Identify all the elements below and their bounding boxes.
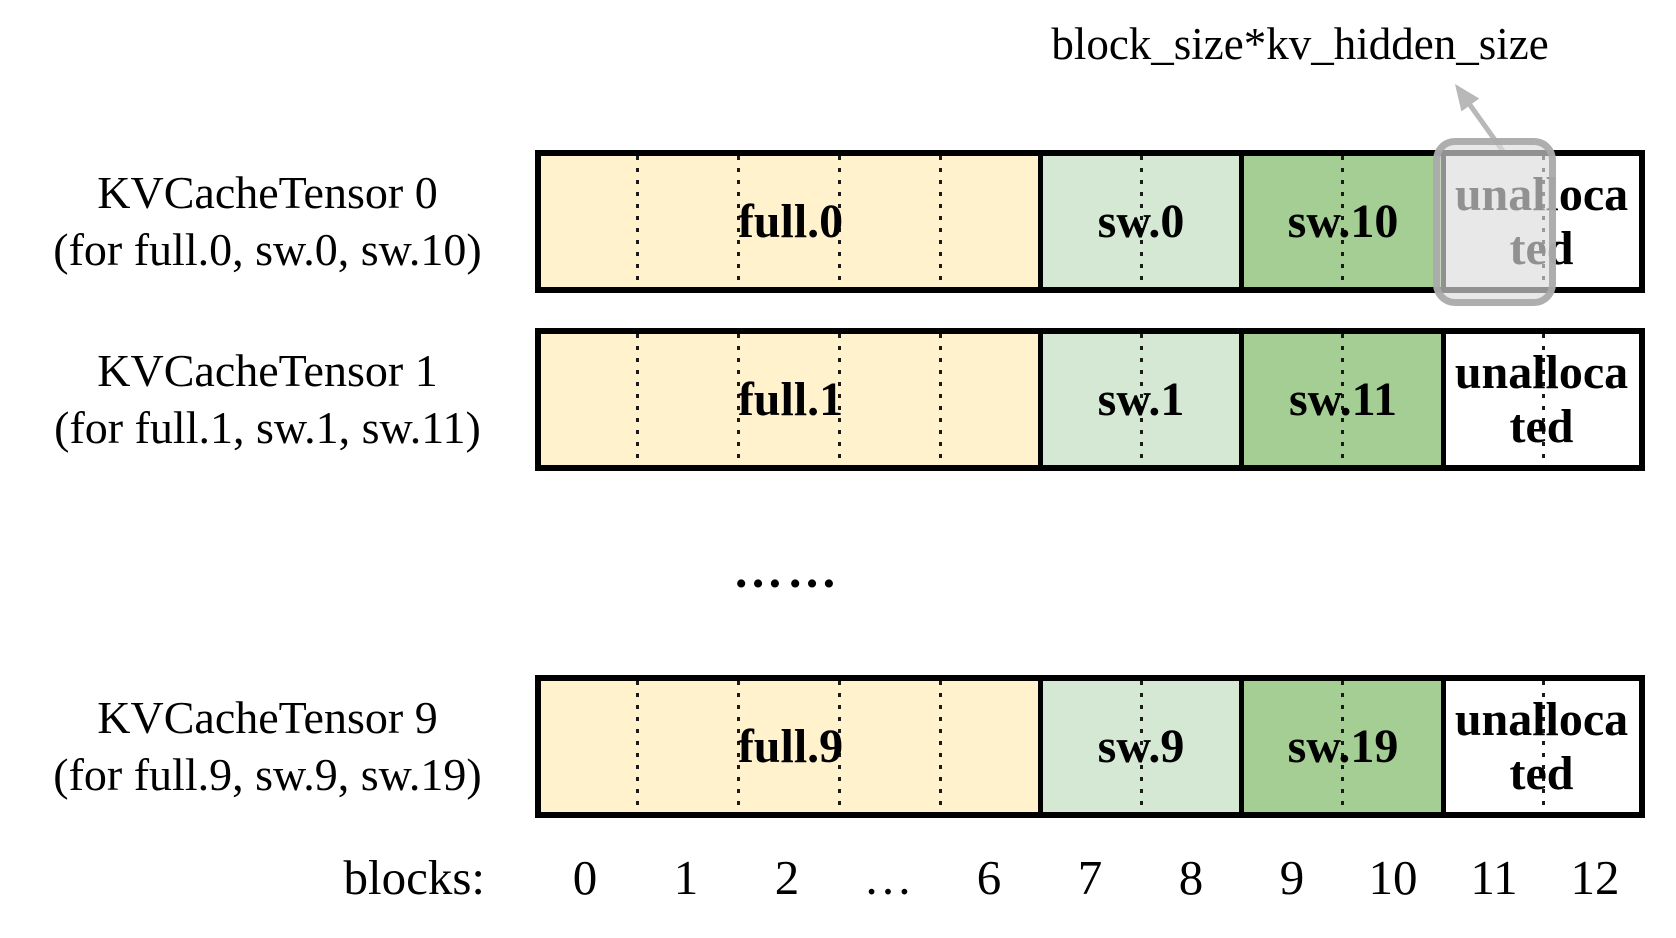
block-tick-11: 11	[1470, 850, 1518, 905]
tensor-9-unallocated-label: unallocated	[1454, 692, 1629, 800]
block-divider-dotted	[939, 156, 942, 287]
tensor-9-sw-second-label: sw.19	[1287, 720, 1399, 773]
block-tick-0: 0	[572, 850, 598, 905]
tensor-1-subtitle: (for full.1, sw.1, sw.11)	[54, 402, 481, 453]
block-size-annotation: block_size*kv_hidden_size	[1051, 19, 1549, 69]
block-divider-dotted	[1140, 156, 1143, 287]
rows-ellipsis: ……	[733, 542, 841, 598]
tensor-9-subtitle: (for full.9, sw.9, sw.19)	[53, 749, 482, 800]
segment-divider	[1239, 334, 1244, 465]
block-divider-dotted	[1341, 334, 1344, 465]
tensor-9-full-label: full.9	[737, 720, 844, 773]
tensor-1-sw-second-label: sw.11	[1288, 373, 1398, 426]
block-divider-dotted	[737, 334, 740, 465]
block-divider-dotted	[838, 681, 841, 812]
block-divider-dotted	[1341, 156, 1344, 287]
segment-divider	[1038, 156, 1043, 287]
segment-divider	[1038, 334, 1043, 465]
tensor-9-full-segment: full.9	[541, 681, 1040, 812]
block-divider-dotted	[1140, 334, 1143, 465]
block-divider-dotted	[636, 334, 639, 465]
block-tick-8: 8	[1178, 850, 1204, 905]
tensor-0-full-label: full.0	[737, 195, 844, 248]
block-divider-dotted	[1140, 681, 1143, 812]
block-tick-7: 7	[1077, 850, 1103, 905]
tensor-1-sw-first-label: sw.1	[1097, 373, 1185, 426]
block-divider-dotted	[939, 681, 942, 812]
block-tick-6: 6	[976, 850, 1002, 905]
block-divider-dotted	[636, 681, 639, 812]
block-tick-2: 2	[774, 850, 800, 905]
block-tick-10: 10	[1368, 850, 1418, 905]
tensor-0-sw-first-label: sw.0	[1097, 195, 1185, 248]
block-divider-dotted	[1542, 681, 1545, 812]
tensor-0-sw-second-label: sw.10	[1287, 195, 1399, 248]
block-divider-dotted	[838, 334, 841, 465]
block-divider-dotted	[737, 681, 740, 812]
tensor-1-unallocated-label: unallocated	[1454, 345, 1629, 453]
tensor-9-sw-first-label: sw.9	[1097, 720, 1185, 773]
block-tick-ellipsis: …	[863, 850, 913, 905]
blocks-axis: blocks: 0 1 2 … 6 7 8 9 10 11 12	[0, 852, 1676, 904]
segment-divider	[1239, 681, 1244, 812]
blocks-axis-label: blocks:	[343, 850, 485, 905]
tensor-1-full-label: full.1	[737, 373, 844, 426]
tensor-0-subtitle: (for full.0, sw.0, sw.10)	[53, 224, 482, 275]
block-tick-12: 12	[1570, 850, 1620, 905]
block-divider-dotted	[1341, 681, 1344, 812]
segment-divider	[1239, 156, 1244, 287]
block-11-highlight	[1433, 138, 1556, 306]
tensor-1-unallocated-segment: unallocated	[1444, 334, 1639, 465]
block-divider-dotted	[1542, 334, 1545, 465]
segment-divider	[1441, 681, 1446, 812]
tensor-0-title: KVCacheTensor 0	[97, 167, 438, 218]
block-divider-dotted	[737, 156, 740, 287]
block-tick-1: 1	[673, 850, 699, 905]
tensor-9-unallocated-segment: unallocated	[1444, 681, 1639, 812]
block-divider-dotted	[636, 156, 639, 287]
tensor-9-bar: full.9 sw.9 sw.19 unallocated	[535, 675, 1645, 818]
block-tick-9: 9	[1279, 850, 1305, 905]
block-divider-dotted	[838, 156, 841, 287]
segment-divider	[1441, 334, 1446, 465]
tensor-0-full-segment: full.0	[541, 156, 1040, 287]
tensor-9-label: KVCacheTensor 9 (for full.9, sw.9, sw.19…	[15, 689, 520, 803]
block-divider-dotted	[939, 334, 942, 465]
tensor-1-full-segment: full.1	[541, 334, 1040, 465]
segment-divider	[1038, 681, 1043, 812]
tensor-1-bar: full.1 sw.1 sw.11 unallocated	[535, 328, 1645, 471]
tensor-0-label: KVCacheTensor 0 (for full.0, sw.0, sw.10…	[15, 164, 520, 278]
tensor-1-label: KVCacheTensor 1 (for full.1, sw.1, sw.11…	[15, 342, 520, 456]
tensor-9-title: KVCacheTensor 9	[97, 692, 438, 743]
tensor-1-title: KVCacheTensor 1	[97, 345, 438, 396]
